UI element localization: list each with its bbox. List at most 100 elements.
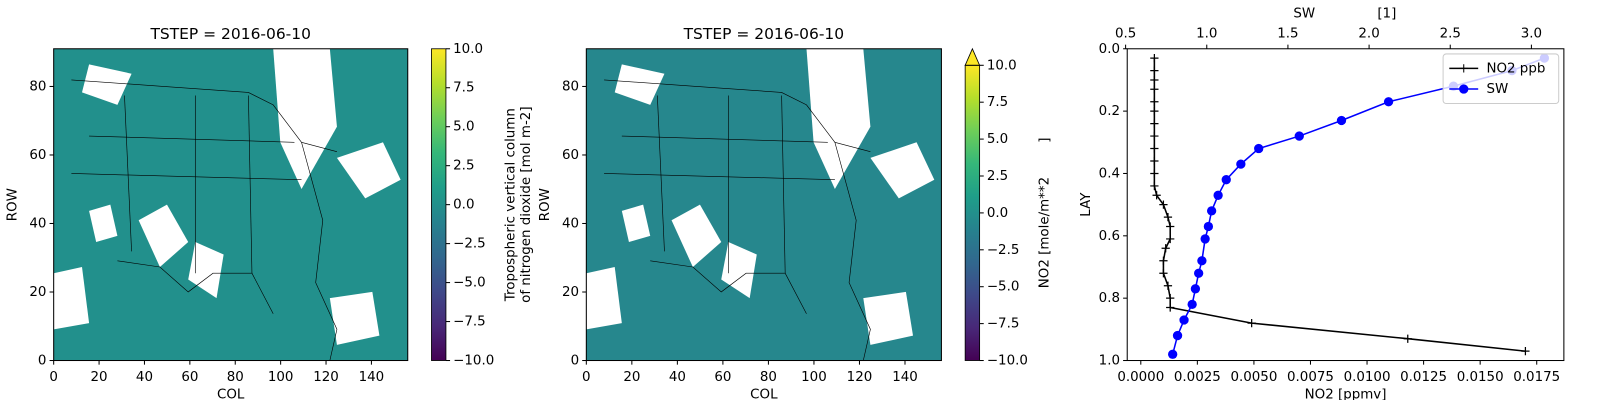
point-marker — [1200, 234, 1210, 244]
colorbar-tick-label: 2.5 — [453, 159, 474, 174]
y-tick-label: 60 — [29, 148, 46, 163]
point-marker — [1150, 66, 1159, 75]
point-marker — [1150, 169, 1159, 178]
x-tick-label: 60 — [181, 370, 198, 385]
point-marker — [1172, 330, 1183, 341]
legend-box — [1442, 53, 1560, 104]
x-tick-label: 0.0150 — [1457, 370, 1504, 385]
x-tick-label: 20 — [91, 370, 108, 385]
point-marker — [1383, 97, 1394, 107]
y-tick-label: 80 — [29, 79, 46, 94]
border-line — [650, 260, 807, 314]
point-marker — [1403, 334, 1412, 343]
point-marker — [1152, 191, 1161, 200]
legend-marker — [1459, 64, 1468, 73]
plot-frame — [1126, 48, 1565, 362]
x2-axis-label: SW — [1293, 7, 1315, 22]
x-tick-label: 140 — [892, 370, 918, 385]
x-tick-label: 80 — [227, 370, 244, 385]
colorbar-tick-label: 5.0 — [987, 132, 1008, 147]
x2-tick-label: 1.0 — [1196, 26, 1217, 41]
border-line — [301, 142, 338, 361]
point-marker — [1150, 75, 1159, 85]
point-marker — [1163, 212, 1173, 222]
x-tick-label: 0 — [582, 370, 591, 385]
chart-title: TSTEP = 2016-06-10 — [149, 25, 311, 43]
y-tick-label: 0 — [38, 354, 47, 369]
no-data-patch — [586, 266, 622, 330]
point-marker — [1213, 190, 1223, 200]
y-tick-label: 0.6 — [1099, 229, 1120, 244]
point-marker — [1168, 349, 1178, 359]
point-marker — [1150, 144, 1159, 153]
point-marker — [1166, 234, 1175, 244]
border-line — [71, 79, 338, 152]
x-tick-label: 0.0075 — [1287, 370, 1334, 385]
y-axis-label: ROW — [538, 188, 553, 221]
border-line — [657, 95, 665, 252]
x-tick-label: 0.0175 — [1513, 370, 1560, 385]
colorbar-tick-label: −7.5 — [453, 315, 486, 330]
point-marker — [1179, 315, 1189, 325]
y-tick-label: 0.8 — [1099, 291, 1120, 306]
y-axis-label: LAY — [1079, 192, 1094, 217]
y-tick-label: 40 — [562, 216, 579, 231]
x-tick-label: 120 — [313, 370, 339, 385]
x-tick-label: 60 — [714, 370, 731, 385]
point-marker — [1166, 303, 1175, 312]
x-tick-label: 0.0100 — [1344, 370, 1391, 385]
point-marker — [1150, 85, 1159, 94]
point-marker — [1247, 318, 1256, 328]
y-tick-label: 80 — [562, 79, 579, 94]
colorbar-tick-label: 0.0 — [987, 206, 1008, 221]
point-marker — [1236, 159, 1246, 169]
border-line — [604, 173, 835, 181]
colorbar-tick-label: 10.0 — [453, 42, 483, 57]
colorbar-tick-label: −5.0 — [987, 280, 1020, 295]
colorbar — [431, 48, 446, 361]
x2-tick-label: 2.5 — [1440, 26, 1461, 41]
point-marker — [1159, 256, 1168, 265]
no-data-patch — [806, 48, 871, 190]
x-tick-label: 120 — [847, 370, 873, 385]
y-tick-label: 1.0 — [1099, 354, 1120, 369]
x-tick-label: 0 — [49, 370, 58, 385]
x-axis-label: COL — [750, 388, 778, 400]
x2-tick-label: 0.5 — [1115, 26, 1136, 41]
x-axis-label: NO2 [ppmv] — [1305, 388, 1387, 400]
point-marker — [1150, 106, 1159, 116]
x-tick-label: 80 — [760, 370, 777, 385]
map — [586, 48, 942, 361]
y-tick-label: 60 — [562, 148, 579, 163]
no-data-patch — [53, 266, 90, 330]
x2-tick-label: 1.5 — [1277, 26, 1298, 41]
no-data-patch — [671, 204, 722, 267]
point-marker — [1150, 97, 1159, 106]
no-data-patch — [273, 48, 337, 190]
colorbar-tick-label: −10.0 — [987, 354, 1028, 369]
colorbar-label: of nitrogen dioxide [mol m-2] — [519, 106, 534, 302]
border-line — [124, 95, 132, 252]
colorbar-tick-label: −2.5 — [987, 243, 1020, 258]
x-tick-label: 140 — [359, 370, 385, 385]
point-marker — [1166, 222, 1175, 231]
border-line — [621, 135, 828, 143]
colorbar-tick-label: −2.5 — [453, 237, 486, 252]
x2-axis-unit: [1] — [1377, 7, 1396, 22]
x2-tick-label: 3.0 — [1521, 26, 1542, 41]
x-tick-label: 0.0050 — [1230, 370, 1277, 385]
border-line — [834, 142, 871, 361]
border-line — [604, 79, 871, 152]
point-marker — [1187, 299, 1197, 310]
point-marker — [1166, 294, 1175, 303]
colorbar-label: NO2 [mole/m**2 ] — [1038, 138, 1053, 289]
colorbar — [965, 65, 980, 361]
point-marker — [1197, 256, 1207, 266]
point-marker — [1254, 143, 1264, 154]
no-data-patch — [138, 204, 189, 267]
no-data-patch — [721, 242, 757, 299]
legend-marker — [1459, 84, 1469, 94]
border-line — [71, 173, 302, 181]
point-marker — [1206, 206, 1217, 216]
point-marker — [1521, 347, 1530, 356]
